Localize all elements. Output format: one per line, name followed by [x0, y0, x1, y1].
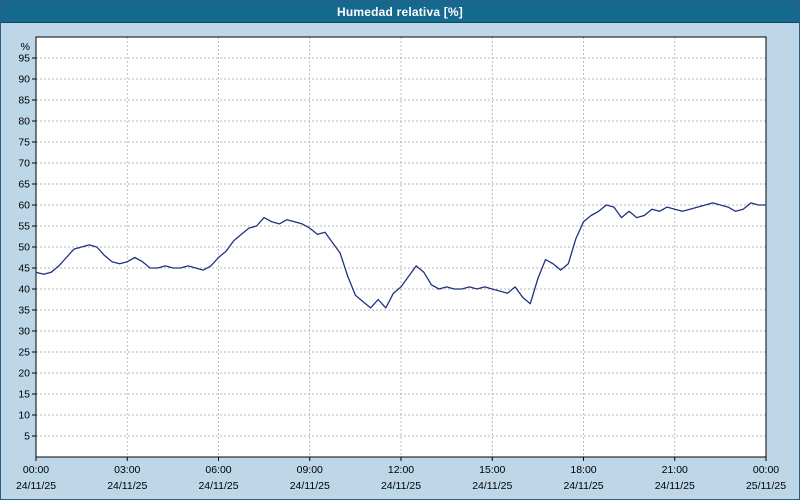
y-tick-label: 60	[18, 200, 30, 212]
y-axis-unit-label: %	[21, 41, 30, 53]
y-tick-label: 20	[18, 368, 30, 380]
window-titlebar: Humedad relativa [%]	[1, 1, 799, 23]
y-tick-label: 15	[18, 389, 30, 401]
y-tick-label: 25	[18, 347, 30, 359]
x-tick-time-label: 12:00	[388, 464, 414, 476]
x-tick-time-label: 00:00	[23, 464, 49, 476]
x-tick-date-label: 24/11/25	[16, 480, 56, 492]
plot-border	[35, 36, 767, 458]
x-tick-time-label: 21:00	[662, 464, 688, 476]
y-tick-label: 85	[18, 95, 30, 107]
x-tick-time-label: 09:00	[297, 464, 323, 476]
chart-area: 5 10 15 20 25 30 35 40 45 50 55 60 65 70 75 80 85 90 95 00:…	[1, 23, 799, 499]
y-tick-label: 50	[18, 242, 30, 254]
x-tick-date-label: 24/11/25	[563, 480, 603, 492]
x-tick-date-label: 24/11/25	[107, 480, 147, 492]
y-tick-label: 75	[18, 137, 30, 149]
y-tick-label: 70	[18, 158, 30, 170]
x-tick-date-label: 24/11/25	[655, 480, 695, 492]
x-tick-time-label: 15:00	[479, 464, 505, 476]
x-tick-time-label: 18:00	[570, 464, 596, 476]
y-tick-label: 40	[18, 284, 30, 296]
y-tick-label: 10	[18, 410, 30, 422]
chart-title: Humedad relativa [%]	[336, 4, 464, 19]
x-tick-date-label: 24/11/25	[198, 480, 238, 492]
y-tick-label: 55	[18, 221, 30, 233]
y-tick-label: 35	[18, 305, 30, 317]
humidity-line	[35, 202, 767, 309]
x-tick-time-label: 06:00	[205, 464, 231, 476]
y-tick-label: 90	[18, 74, 30, 86]
x-tick-time-label: 03:00	[114, 464, 140, 476]
y-tick-label: 5	[24, 431, 30, 443]
chart-svg: 5 10 15 20 25 30 35 40 45 50 55 60 65 70 75 80 85 90 95 00:…	[16, 36, 786, 492]
y-tick-label: 80	[18, 116, 30, 128]
y-tick-label: 95	[18, 53, 30, 65]
x-tick-date-label: 24/11/25	[290, 480, 330, 492]
y-tick-label: 65	[18, 179, 30, 191]
x-tick-time-label: 00:00	[753, 464, 779, 476]
x-tick-date-label: 25/11/25	[746, 480, 786, 492]
y-tick-label: 30	[18, 326, 30, 338]
x-tick-date-label: 24/11/25	[472, 480, 512, 492]
x-tick-date-label: 24/11/25	[381, 480, 421, 492]
y-tick-label: 45	[18, 263, 30, 275]
